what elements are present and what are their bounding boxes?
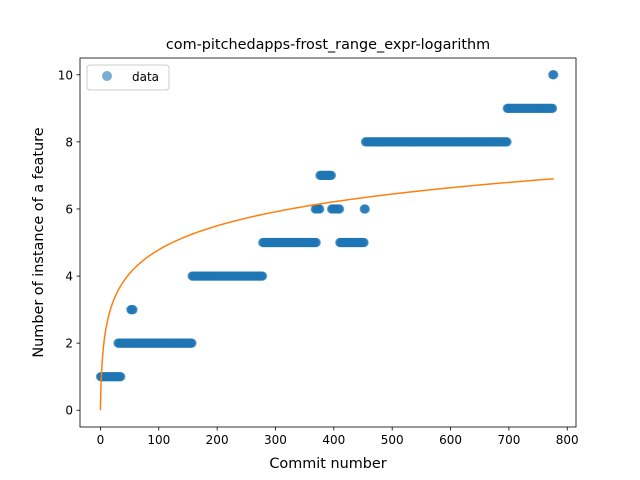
data-point — [359, 237, 369, 248]
legend: data — [86, 64, 170, 91]
x-tick-label: 400 — [322, 433, 345, 447]
x-tick-label: 800 — [556, 433, 579, 447]
y-tick-label: 10 — [58, 68, 73, 82]
y-tick-label: 4 — [65, 270, 73, 284]
legend-label-data: data — [132, 70, 159, 84]
y-tick-label: 2 — [65, 337, 73, 351]
y-tick-label: 6 — [65, 202, 73, 216]
x-tick-label: 700 — [497, 433, 520, 447]
y-axis-label: Number of instance of a feature — [31, 127, 47, 357]
data-point — [326, 170, 337, 181]
data-point — [360, 204, 370, 214]
data-point — [258, 271, 268, 281]
data-point — [502, 137, 512, 147]
plot-frame — [79, 57, 577, 428]
x-axis-label: Commit number — [269, 456, 386, 472]
data-point — [335, 204, 345, 214]
series-fit-line — [99, 178, 554, 411]
data-point — [549, 70, 559, 80]
x-tick-label: 100 — [147, 433, 170, 447]
x-tick-label: 300 — [264, 433, 287, 447]
plot-content — [95, 70, 559, 411]
x-tick-label: 0 — [97, 433, 105, 447]
data-point — [548, 103, 558, 113]
chart-title: com-pitchedapps-frost_range_expr-logarit… — [166, 37, 490, 53]
y-tick-label: 0 — [65, 404, 73, 418]
x-tick-label: 500 — [381, 433, 404, 447]
data-points — [95, 70, 559, 382]
data-point — [311, 237, 321, 248]
data-point — [116, 372, 126, 382]
y-tick-label: 8 — [65, 135, 73, 149]
data-point — [128, 304, 138, 315]
legend-marker-data — [102, 71, 112, 81]
data-point — [315, 204, 325, 214]
x-tick-label: 200 — [206, 433, 229, 447]
data-point — [187, 338, 197, 348]
axis-ticks: 0 100 200 300 400 500 600 700 800 0 2 4 6 8 10 — [58, 68, 579, 447]
x-tick-label: 600 — [439, 433, 462, 447]
